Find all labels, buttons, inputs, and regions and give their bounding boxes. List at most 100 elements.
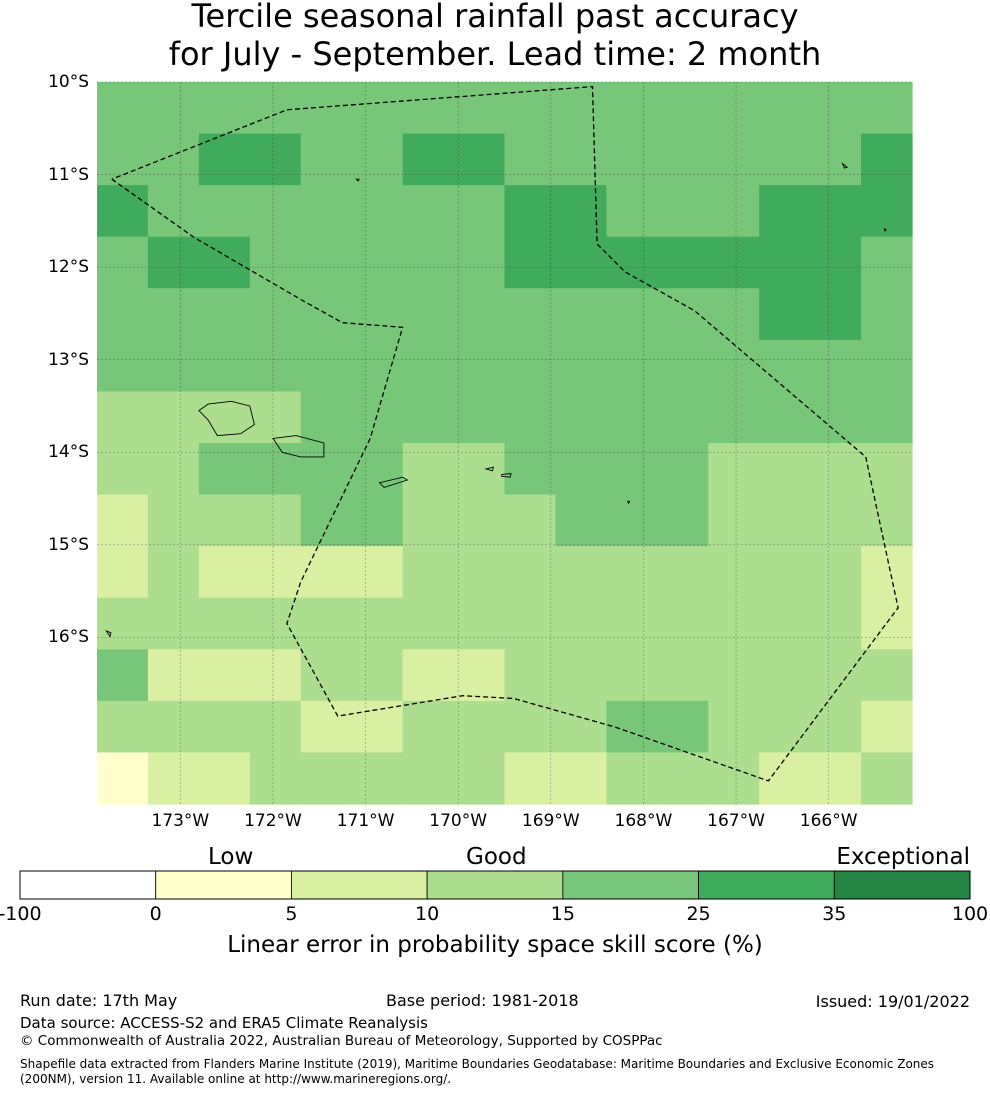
- grid-cell: [249, 546, 302, 599]
- grid-cell: [504, 546, 557, 599]
- grid-cell: [708, 391, 760, 444]
- colorbar-category-exceptional: Exceptional: [836, 844, 970, 870]
- lon-tick-label: 168°W: [614, 811, 673, 831]
- grid-cell: [300, 494, 353, 547]
- grid-cell: [249, 649, 302, 702]
- chart-title-line-1: Tercile seasonal rainfall past accuracy: [191, 0, 799, 35]
- base-period: Base period: 1981-2018: [386, 991, 579, 1010]
- grid-cell: [606, 546, 658, 599]
- grid-cell: [504, 597, 557, 650]
- lat-tick-label: 11°S: [48, 164, 89, 185]
- grid-cell: [861, 649, 913, 702]
- grid-cell: [147, 443, 200, 496]
- grid-cell: [402, 391, 455, 444]
- grid-cell: [861, 752, 913, 805]
- grid-cell: [810, 494, 862, 547]
- grid-cell: [555, 494, 607, 547]
- grid-cell: [861, 236, 913, 289]
- grid-cell: [300, 649, 353, 702]
- colorbar-tick-label: 0: [149, 903, 162, 925]
- lat-tick-label: 10°S: [48, 72, 89, 92]
- coastlines: [105, 162, 887, 638]
- grid-cell: [198, 649, 251, 702]
- chart-title-line-2: for July - September. Lead time: 2 month: [168, 35, 822, 73]
- grid-cell: [351, 546, 404, 599]
- grid-cell: [810, 752, 862, 805]
- grid-cell: [300, 288, 353, 341]
- grid-cell: [453, 133, 506, 186]
- grid-cell: [453, 649, 506, 702]
- grid-cell: [453, 752, 506, 805]
- grid-cell: [97, 391, 149, 444]
- grid-cell: [97, 82, 149, 135]
- grid-cell: [453, 82, 506, 135]
- grid-cell: [861, 700, 913, 754]
- grid-cell: [759, 700, 811, 754]
- island-savaii: [198, 400, 255, 437]
- grid-cell: [147, 546, 200, 599]
- grid-cell: [300, 752, 353, 805]
- grid-cell: [147, 185, 200, 238]
- grid-cell: [147, 494, 200, 547]
- colorbar-category-good: Good: [466, 844, 527, 870]
- shapefile-credit: Shapefile data extracted from Flanders M…: [20, 1057, 935, 1086]
- grid-cell: [555, 82, 607, 135]
- grid-cell: [453, 546, 506, 599]
- grid-cell: [402, 339, 455, 393]
- grid-cell: [97, 700, 149, 754]
- grid-cell: [504, 133, 557, 186]
- island-tutuila: [378, 476, 409, 488]
- grid-cell: [147, 752, 200, 805]
- grid-cell: [759, 391, 811, 444]
- grid-cell: [198, 288, 251, 341]
- grid-cell: [453, 700, 506, 754]
- grid-cell: [708, 649, 760, 702]
- grid-cell: [300, 185, 353, 238]
- grid-cell: [657, 752, 709, 805]
- grid-cell: [249, 339, 302, 393]
- copyright: © Commonwealth of Australia 2022, Austra…: [20, 1033, 663, 1049]
- grid-cell: [759, 597, 811, 650]
- grid-cell: [249, 391, 302, 444]
- grid-cell: [249, 288, 302, 341]
- grid-cell: [453, 236, 506, 289]
- grid-cell: [300, 443, 353, 496]
- grid-cell: [198, 391, 251, 444]
- colorbar-swatch: [698, 870, 835, 900]
- grid-cell: [657, 339, 709, 393]
- island-upolu: [272, 435, 325, 458]
- grid-cell: [249, 443, 302, 496]
- grid-cell: [300, 700, 353, 754]
- grid-cell: [198, 443, 251, 496]
- grid-cell: [759, 288, 811, 341]
- grid-cell: [97, 339, 149, 393]
- grid-cell: [861, 82, 913, 135]
- grid-cell: [606, 443, 658, 496]
- grid-cell: [453, 391, 506, 444]
- grid-cell: [351, 391, 404, 444]
- grid-cell: [657, 494, 709, 547]
- grid-cell: [606, 597, 658, 650]
- grid-cell: [606, 82, 658, 135]
- grid-cell: [555, 443, 607, 496]
- grid-cell: [504, 236, 557, 289]
- lon-tick-label: 166°W: [799, 811, 858, 831]
- grid-cell: [657, 185, 709, 238]
- grid-cell: [300, 133, 353, 186]
- grid-cell: [504, 82, 557, 135]
- colorbar-tick-label: 25: [686, 903, 711, 925]
- grid-cell: [351, 649, 404, 702]
- grid-cell: [147, 597, 200, 650]
- grid-cell: [708, 133, 760, 186]
- grid-cell: [759, 185, 811, 238]
- grid-cell: [555, 546, 607, 599]
- grid-cell: [657, 443, 709, 496]
- grid-cell: [249, 185, 302, 238]
- grid-cell: [606, 236, 658, 289]
- grid-cell: [198, 494, 251, 547]
- colorbar-frame: [19, 870, 971, 900]
- grid-cell: [555, 649, 607, 702]
- grid-cell: [453, 185, 506, 238]
- grid-cell: [198, 339, 251, 393]
- grid-cell: [657, 546, 709, 599]
